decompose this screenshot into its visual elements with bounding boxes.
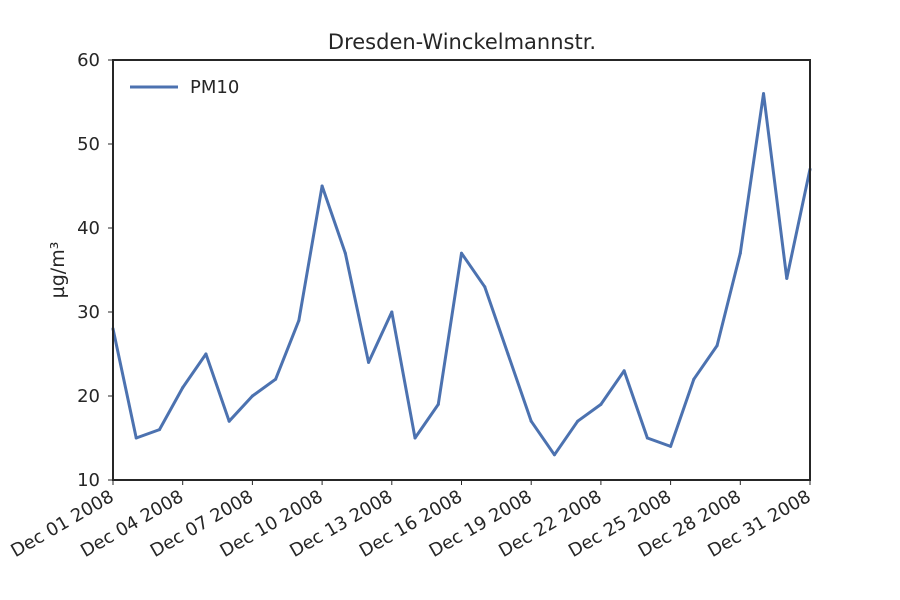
data-point bbox=[669, 444, 673, 448]
y-tick-label: 20 bbox=[77, 386, 100, 407]
data-point bbox=[599, 402, 603, 406]
y-axis-label: µg/m³ bbox=[47, 242, 69, 299]
data-point bbox=[204, 352, 208, 356]
y-axis-ticks: 10 20 30 40 50 60 bbox=[77, 50, 113, 491]
series-group bbox=[111, 92, 812, 457]
data-point bbox=[622, 369, 626, 373]
data-point bbox=[692, 377, 696, 381]
data-point bbox=[552, 453, 556, 457]
chart-title: Dresden-Winckelmannstr. bbox=[328, 30, 596, 54]
legend: PM10 bbox=[130, 77, 239, 98]
data-point bbox=[413, 436, 417, 440]
data-point bbox=[529, 419, 533, 423]
data-point bbox=[367, 360, 371, 364]
data-point bbox=[250, 394, 254, 398]
data-point bbox=[297, 318, 301, 322]
data-point bbox=[320, 184, 324, 188]
data-point bbox=[762, 92, 766, 96]
data-point bbox=[436, 402, 440, 406]
legend-label-pm10: PM10 bbox=[190, 77, 239, 98]
data-point bbox=[785, 276, 789, 280]
y-tick-label: 10 bbox=[77, 470, 100, 491]
series-line-pm10 bbox=[111, 92, 812, 457]
data-point bbox=[576, 419, 580, 423]
data-point bbox=[390, 310, 394, 314]
data-point bbox=[738, 251, 742, 255]
data-point bbox=[460, 251, 463, 255]
data-point bbox=[343, 251, 347, 255]
y-tick-label: 30 bbox=[77, 302, 100, 323]
data-point bbox=[483, 285, 487, 289]
data-point bbox=[645, 436, 649, 440]
data-point bbox=[506, 352, 510, 356]
data-point bbox=[157, 428, 161, 432]
data-point bbox=[715, 344, 719, 348]
plot-area-frame bbox=[112, 59, 811, 481]
y-tick-label: 40 bbox=[77, 218, 100, 239]
data-point bbox=[227, 419, 231, 423]
y-tick-label: 50 bbox=[77, 134, 100, 155]
data-point bbox=[181, 386, 185, 390]
data-point bbox=[134, 436, 138, 440]
y-tick-label: 60 bbox=[77, 50, 100, 71]
data-point bbox=[274, 377, 278, 381]
